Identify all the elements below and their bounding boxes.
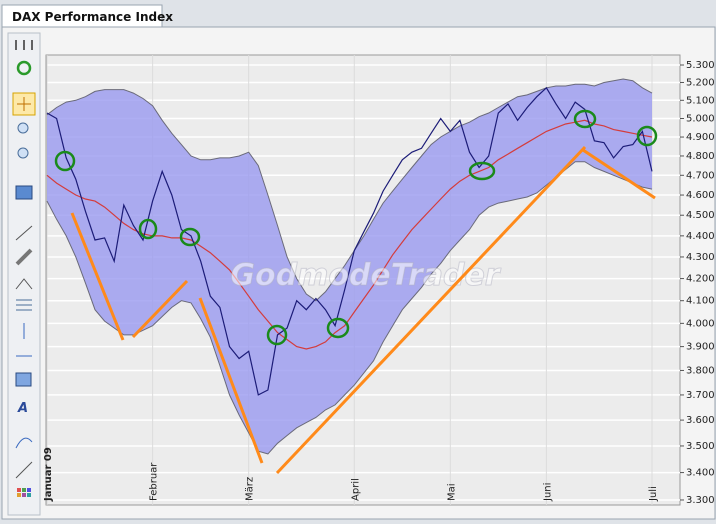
tool-export[interactable] bbox=[15, 185, 33, 200]
tool-refresh[interactable] bbox=[16, 60, 32, 76]
watermark: GodmodeTrader bbox=[230, 258, 501, 293]
tool-text[interactable]: A bbox=[17, 401, 28, 416]
tool-line[interactable] bbox=[15, 225, 33, 241]
highlight-circle bbox=[179, 227, 201, 247]
highlight-circle bbox=[54, 150, 76, 172]
tool-angle[interactable] bbox=[15, 278, 33, 290]
y-tick-label: 4.100 bbox=[686, 296, 715, 307]
y-tick-label: 4.300 bbox=[686, 252, 715, 263]
y-tick-label: 5.200 bbox=[686, 77, 715, 88]
y-tick-label: 3.300 bbox=[686, 495, 715, 506]
tab-title: DAX Performance Index bbox=[12, 10, 173, 24]
x-tick-label: März bbox=[245, 477, 256, 501]
y-tick-label: 4.600 bbox=[686, 190, 715, 201]
tool-arc[interactable] bbox=[15, 437, 33, 449]
y-tick-label: 5.100 bbox=[686, 95, 715, 106]
highlight-circle bbox=[326, 317, 350, 339]
tool-palette[interactable] bbox=[17, 488, 31, 497]
toolbar: A bbox=[7, 32, 41, 516]
y-tick-label: 4.400 bbox=[686, 231, 715, 242]
highlight-circle bbox=[266, 324, 288, 346]
y-tick-label: 4.900 bbox=[686, 132, 715, 143]
highlight-circle bbox=[138, 218, 158, 240]
y-tick-label: 5.000 bbox=[686, 113, 715, 124]
y-tick-label: 5.300 bbox=[686, 60, 715, 71]
tool-crosshair-icon bbox=[17, 97, 31, 111]
y-tick-label: 3.500 bbox=[686, 441, 715, 452]
tool-rect[interactable] bbox=[15, 372, 32, 387]
band-upper bbox=[46, 78, 653, 302]
axes: 3.300 3.400 3.500 3.600 3.700 3.800 3.900 4.000… bbox=[43, 60, 715, 506]
highlight-circle bbox=[573, 109, 597, 129]
tool-channel[interactable] bbox=[15, 248, 33, 266]
highlight-circles bbox=[54, 109, 658, 346]
y-tick-label: 4.200 bbox=[686, 274, 715, 285]
y-tick-label: 3.600 bbox=[686, 415, 715, 426]
trend-line bbox=[582, 148, 656, 200]
x-tick-label: Mai bbox=[446, 483, 457, 501]
tool-columns[interactable] bbox=[15, 40, 33, 50]
highlight-circle bbox=[636, 125, 658, 147]
tool-fib[interactable] bbox=[16, 299, 32, 311]
y-tick-label: 3.400 bbox=[686, 468, 715, 479]
tool-ray[interactable] bbox=[15, 461, 33, 479]
y-tick-label: 4.000 bbox=[686, 318, 715, 329]
x-tick-label: April bbox=[350, 478, 361, 501]
trend-line bbox=[275, 145, 587, 475]
tool-zoom-out[interactable] bbox=[17, 147, 29, 159]
highlight-circle bbox=[468, 161, 496, 181]
trend-line bbox=[131, 279, 189, 339]
y-tick-label: 4.500 bbox=[686, 210, 715, 221]
trend-line bbox=[70, 212, 125, 341]
x-tick-label: Februar bbox=[149, 462, 160, 501]
y-tick-label: 4.700 bbox=[686, 170, 715, 181]
trend-lines bbox=[70, 145, 656, 475]
y-tick-label: 3.900 bbox=[686, 342, 715, 353]
y-tick-label: 3.700 bbox=[686, 390, 715, 401]
y-tick-label: 3.800 bbox=[686, 365, 715, 376]
tool-zoom-in[interactable] bbox=[17, 122, 29, 134]
trend-line bbox=[198, 297, 264, 464]
x-tick-label: Juni bbox=[542, 483, 553, 502]
y-tick-label: 4.800 bbox=[686, 151, 715, 162]
x-tick-label: Juli bbox=[648, 486, 659, 502]
band-area bbox=[47, 79, 652, 454]
x-tick-label: Januar 09 bbox=[43, 447, 54, 502]
series-line bbox=[46, 119, 653, 350]
